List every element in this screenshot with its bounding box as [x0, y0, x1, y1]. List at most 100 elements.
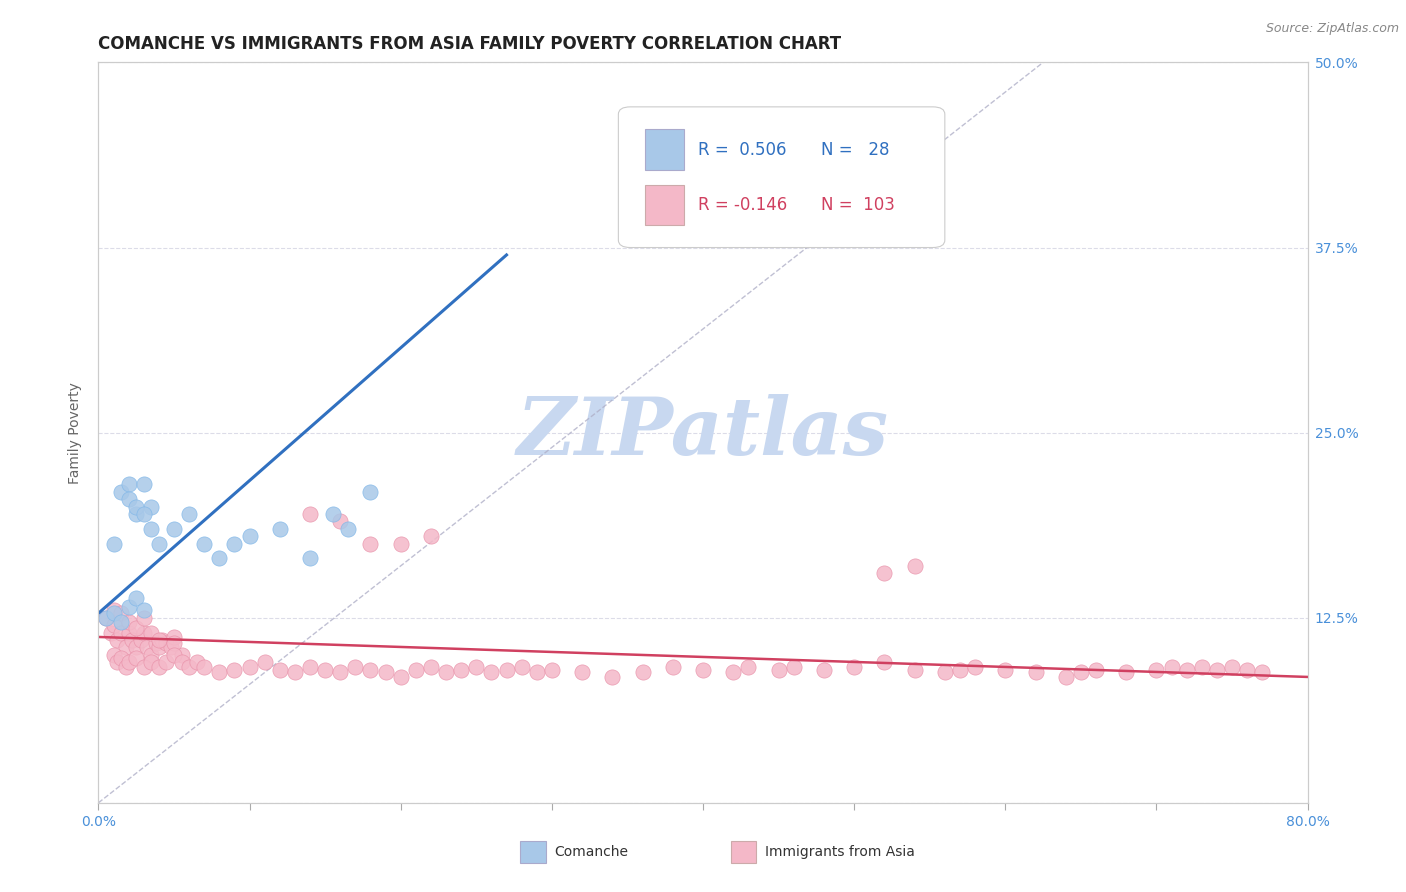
- Point: [132, 610, 155, 624]
- Point: [602, 670, 624, 684]
- Point: [374, 665, 396, 680]
- Point: [965, 659, 987, 673]
- Point: [148, 536, 170, 550]
- Text: Immigrants from Asia: Immigrants from Asia: [765, 845, 915, 859]
- Bar: [645, 129, 683, 169]
- Point: [132, 603, 155, 617]
- Point: [224, 663, 246, 677]
- Point: [105, 632, 128, 647]
- Point: [103, 536, 125, 550]
- Point: [949, 663, 972, 677]
- Point: [160, 640, 183, 655]
- Point: [118, 492, 141, 507]
- Point: [125, 500, 148, 514]
- Point: [118, 600, 141, 615]
- Text: R =  0.506: R = 0.506: [699, 141, 787, 159]
- Point: [170, 655, 193, 669]
- Point: [103, 603, 125, 617]
- Point: [145, 636, 167, 650]
- Point: [329, 665, 352, 680]
- Point: [994, 663, 1017, 677]
- Point: [239, 659, 262, 673]
- Bar: [645, 185, 683, 226]
- Point: [132, 477, 155, 491]
- Point: [110, 615, 132, 629]
- Point: [481, 665, 503, 680]
- Point: [420, 659, 443, 673]
- Point: [934, 665, 956, 680]
- Point: [148, 640, 170, 655]
- Point: [125, 591, 148, 606]
- Point: [1085, 663, 1108, 677]
- Point: [299, 507, 322, 521]
- Point: [526, 665, 548, 680]
- Point: [336, 522, 359, 536]
- Point: [329, 515, 352, 529]
- Point: [118, 477, 141, 491]
- Point: [103, 648, 125, 662]
- Point: [105, 655, 128, 669]
- Point: [125, 621, 148, 635]
- Point: [148, 659, 170, 673]
- Point: [783, 659, 806, 673]
- Point: [163, 522, 186, 536]
- Point: [118, 615, 141, 629]
- Point: [1206, 663, 1229, 677]
- Point: [94, 610, 117, 624]
- Point: [360, 536, 382, 550]
- Point: [148, 632, 170, 647]
- Text: N =  103: N = 103: [821, 196, 896, 214]
- Point: [314, 663, 336, 677]
- Point: [844, 659, 866, 673]
- Point: [510, 659, 533, 673]
- Point: [299, 659, 322, 673]
- Point: [540, 663, 562, 677]
- Point: [322, 507, 344, 521]
- Point: [389, 670, 412, 684]
- Point: [873, 566, 896, 581]
- Point: [1220, 659, 1243, 673]
- Point: [103, 618, 125, 632]
- Point: [465, 659, 488, 673]
- Point: [360, 663, 382, 677]
- Point: [155, 655, 177, 669]
- Point: [125, 507, 148, 521]
- Point: [125, 640, 148, 655]
- Point: [692, 663, 714, 677]
- Point: [389, 536, 412, 550]
- Text: ZIPatlas: ZIPatlas: [517, 394, 889, 471]
- Point: [1024, 665, 1046, 680]
- Point: [224, 536, 246, 550]
- Point: [1144, 663, 1167, 677]
- Point: [141, 655, 163, 669]
- Point: [904, 663, 927, 677]
- Point: [208, 665, 231, 680]
- Point: [269, 663, 291, 677]
- Text: Source: ZipAtlas.com: Source: ZipAtlas.com: [1265, 22, 1399, 36]
- Point: [100, 625, 122, 640]
- FancyBboxPatch shape: [619, 107, 945, 247]
- Point: [768, 663, 790, 677]
- Point: [344, 659, 367, 673]
- Point: [135, 640, 157, 655]
- Point: [571, 665, 593, 680]
- Point: [129, 632, 152, 647]
- Point: [360, 484, 382, 499]
- Point: [1054, 670, 1077, 684]
- Point: [1070, 665, 1092, 680]
- Point: [132, 625, 155, 640]
- Point: [163, 636, 186, 650]
- Point: [193, 659, 215, 673]
- Point: [141, 500, 163, 514]
- Point: [813, 663, 835, 677]
- Point: [141, 522, 163, 536]
- Point: [125, 650, 148, 665]
- Point: [239, 529, 262, 543]
- Point: [631, 665, 654, 680]
- Point: [193, 536, 215, 550]
- Point: [434, 665, 457, 680]
- Point: [141, 625, 163, 640]
- Point: [110, 650, 132, 665]
- Point: [103, 607, 125, 621]
- Point: [208, 551, 231, 566]
